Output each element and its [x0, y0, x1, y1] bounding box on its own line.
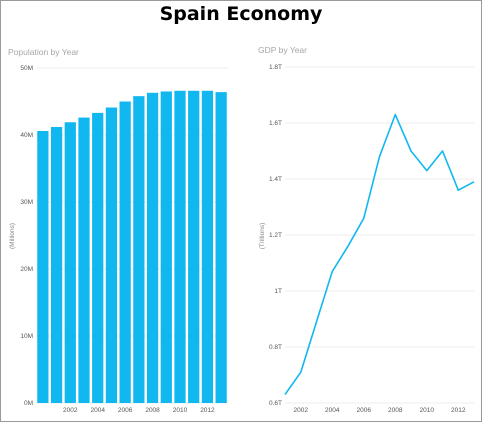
population-bar — [174, 90, 186, 403]
y-tick-label: 10M — [20, 333, 33, 340]
y-tick-label: 0M — [24, 400, 33, 407]
x-tick-label: 2004 — [325, 407, 340, 414]
population-chart: Population by Year 0M 10M 20M 30M 40M 50M (Mi… — [8, 47, 228, 414]
population-bar — [50, 126, 63, 404]
y-tick-label: 1.6T — [269, 120, 282, 127]
x-tick-label: 2006 — [357, 407, 372, 414]
population-y-ticks: 0M 10M 20M 30M 40M 50M — [20, 65, 33, 407]
y-tick-label: 40M — [20, 132, 33, 139]
gdp-chart-title: GDP by Year — [258, 45, 307, 55]
population-bar — [119, 101, 131, 403]
population-bar — [64, 122, 76, 404]
gdp-gridlines — [285, 66, 474, 404]
population-bar — [146, 92, 159, 403]
gdp-series-line — [284, 113, 475, 396]
gdp-y-axis-title: (Trillions) — [259, 223, 266, 249]
population-bar — [133, 96, 145, 403]
x-tick-label: 2004 — [90, 407, 105, 414]
x-tick-label: 2010 — [173, 407, 188, 414]
x-tick-label: 2002 — [63, 407, 78, 414]
y-tick-label: 1.4T — [269, 176, 282, 183]
gdp-x-ticks: 2002 2004 2006 2008 2010 2012 — [294, 407, 466, 414]
x-tick-label: 2008 — [388, 407, 403, 414]
y-tick-label: 0.6T — [269, 400, 282, 407]
y-tick-label: 1.2T — [269, 232, 282, 239]
y-tick-label: 0.8T — [269, 344, 282, 351]
population-bar — [78, 117, 90, 403]
y-tick-label: 50M — [20, 65, 33, 72]
population-y-axis-title: (Millions) — [9, 223, 16, 249]
y-tick-label: 30M — [20, 199, 33, 206]
x-tick-label: 2012 — [200, 407, 215, 414]
population-bar — [160, 91, 172, 403]
page-title: Spain Economy — [159, 3, 323, 25]
population-bar — [37, 130, 49, 404]
x-tick-label: 2006 — [118, 407, 133, 414]
population-chart-title: Population by Year — [8, 47, 79, 57]
x-tick-label: 2012 — [451, 407, 466, 414]
population-bar — [92, 112, 104, 403]
population-bar — [201, 90, 214, 403]
y-tick-label: 20M — [20, 266, 33, 273]
gdp-y-ticks: 0.6T 0.8T 1T 1.2T 1.4T 1.6T 1.8T — [269, 64, 282, 407]
population-bars — [37, 90, 227, 404]
gdp-chart: GDP by Year 0.6T 0.8T 1T 1.2T 1.4T 1.6T 1.8T (… — [258, 45, 475, 414]
population-x-ticks: 2002 2004 2006 2008 2010 2012 — [63, 407, 215, 414]
population-bar — [215, 92, 227, 404]
population-bar — [188, 90, 200, 403]
x-tick-label: 2002 — [294, 407, 309, 414]
population-bar — [105, 107, 118, 403]
x-tick-label: 2010 — [420, 407, 435, 414]
x-tick-label: 2008 — [145, 407, 160, 414]
y-tick-label: 1.8T — [269, 64, 282, 71]
y-tick-label: 1T — [274, 288, 282, 295]
